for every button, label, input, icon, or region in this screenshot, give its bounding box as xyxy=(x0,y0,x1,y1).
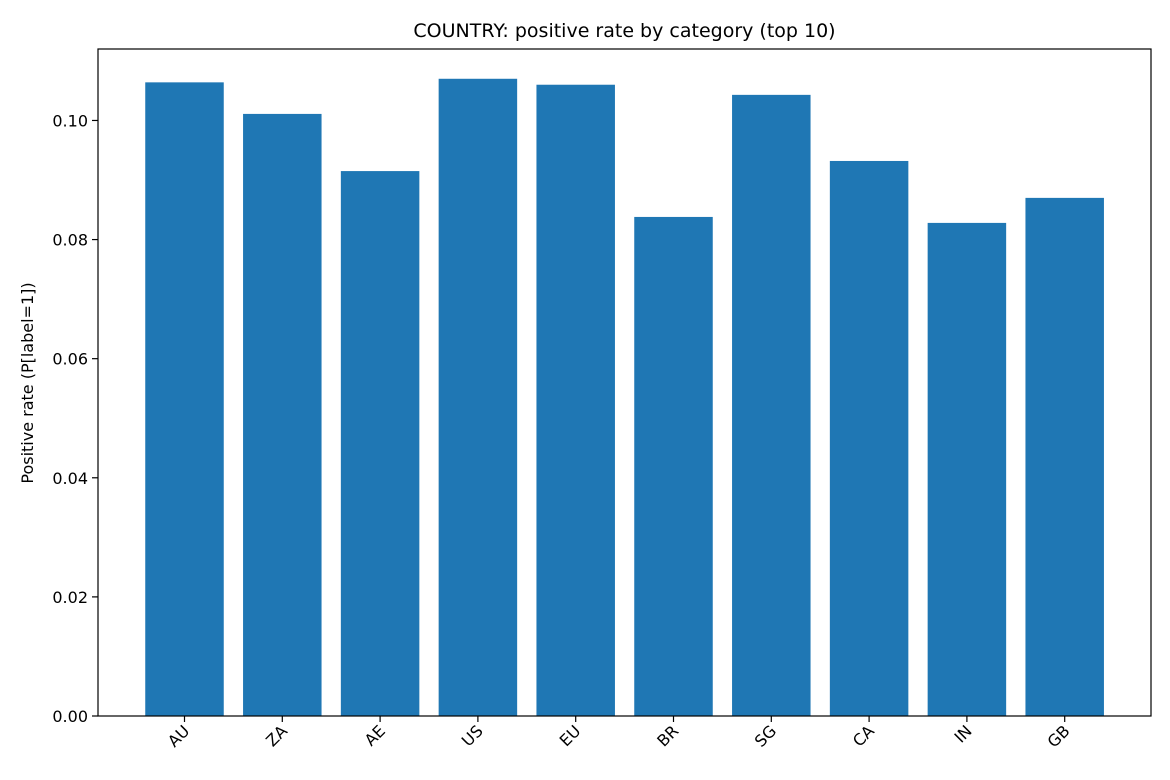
bar-ca xyxy=(829,160,909,716)
y-axis-label: Positive rate (P[label=1]) xyxy=(18,282,37,483)
y-tick-label: 0.08 xyxy=(52,231,88,250)
bars-group xyxy=(145,78,1104,717)
y-tick-label: 0.02 xyxy=(52,588,88,607)
x-tick-label: CA xyxy=(849,721,878,750)
chart-title: COUNTRY: positive rate by category (top … xyxy=(413,20,835,42)
x-tick-label: GB xyxy=(1044,721,1074,751)
x-tick-label: SG xyxy=(751,721,780,750)
x-tick-label: AU xyxy=(164,721,193,750)
bar-au xyxy=(145,82,224,717)
x-tick-label: AE xyxy=(361,721,389,749)
x-axis-ticks: AU ZA AE US EU BR SG CA IN GB xyxy=(164,716,1074,751)
bar-gb xyxy=(1025,197,1104,716)
plot-frame xyxy=(97,48,1152,717)
y-tick-label: 0.00 xyxy=(52,707,88,726)
bar-sg xyxy=(732,94,811,717)
x-tick-label: BR xyxy=(653,721,682,750)
bar-us xyxy=(438,78,518,716)
y-axis-ticks: 0.00 0.02 0.04 0.06 0.08 0.10 xyxy=(52,111,98,726)
y-tick-label: 0.06 xyxy=(52,350,88,369)
y-tick-label: 0.10 xyxy=(52,111,88,130)
x-tick-label: ZA xyxy=(262,721,291,750)
x-tick-label: IN xyxy=(950,721,975,746)
x-tick-label: US xyxy=(458,721,487,750)
bar-eu xyxy=(536,84,615,717)
y-tick-label: 0.04 xyxy=(52,469,88,488)
bar-br xyxy=(634,216,713,716)
bar-za xyxy=(243,113,322,716)
bar-ae xyxy=(340,171,420,716)
x-tick-label: EU xyxy=(556,721,585,750)
bar-in xyxy=(927,222,1007,716)
